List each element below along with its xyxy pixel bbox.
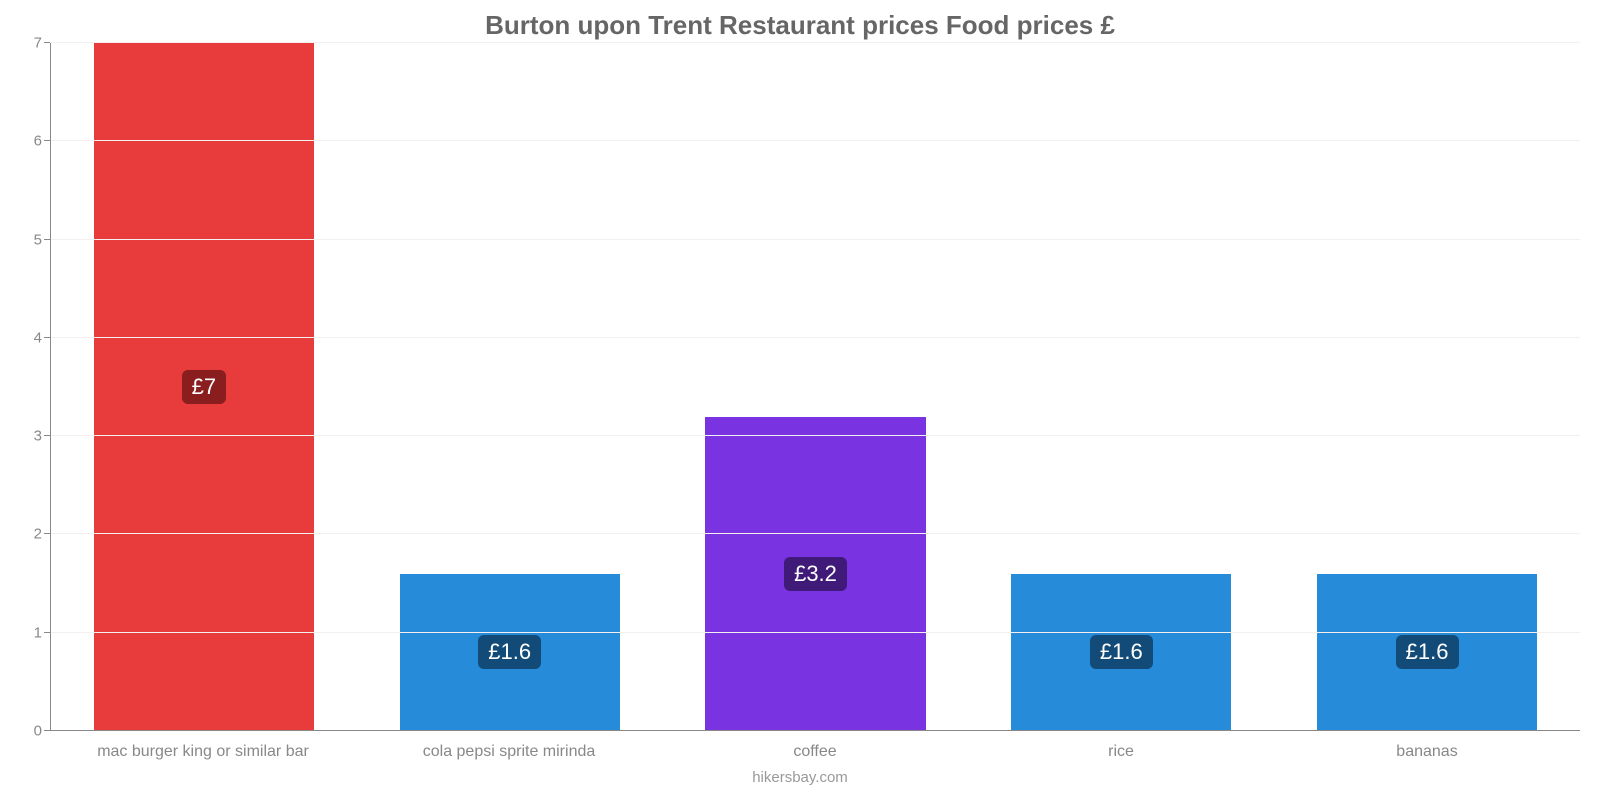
y-tick-label: 1 [34, 624, 42, 641]
bar: £1.6 [1011, 574, 1231, 731]
plot-area: £7 £1.6 £3.2 £1.6 £1.6 [50, 43, 1580, 731]
y-tick-label: 3 [34, 428, 42, 445]
y-tick-label: 0 [34, 723, 42, 740]
y-tick-label: 6 [34, 133, 42, 150]
y-tick-label: 7 [34, 35, 42, 52]
bar-slot: £1.6 [968, 43, 1274, 731]
bar-slot: £7 [51, 43, 357, 731]
y-axis: 01234567 [10, 43, 50, 731]
y-tick-label: 5 [34, 231, 42, 248]
x-label: cola pepsi sprite mirinda [356, 743, 662, 761]
bar: £3.2 [705, 417, 925, 732]
grid-line [51, 239, 1580, 240]
x-label: rice [968, 743, 1274, 761]
grid-line [51, 435, 1580, 436]
x-baseline [51, 730, 1580, 731]
value-badge: £3.2 [784, 557, 847, 591]
value-badge: £7 [182, 370, 226, 404]
bar: £1.6 [400, 574, 620, 731]
bar: £1.6 [1317, 574, 1537, 731]
chart-title: Burton upon Trent Restaurant prices Food… [0, 0, 1600, 43]
grid-line [51, 42, 1580, 43]
x-axis: mac burger king or similar barcola pepsi… [0, 731, 1600, 761]
grid-line [51, 140, 1580, 141]
grid-line [51, 533, 1580, 534]
plot-row: 01234567 £7£1.6£3.2£1.6£1.6 [0, 43, 1600, 731]
value-badge: £1.6 [1090, 635, 1153, 669]
bar: £7 [94, 43, 314, 731]
bar-slot: £1.6 [1274, 43, 1580, 731]
x-label: bananas [1274, 743, 1580, 761]
bar-slot: £3.2 [663, 43, 969, 731]
x-label: mac burger king or similar bar [50, 743, 356, 761]
grid-line [51, 632, 1580, 633]
bars-container: £7 £1.6 £3.2 £1.6 £1.6 [51, 43, 1580, 731]
value-badge: £1.6 [478, 635, 541, 669]
y-tick-label: 2 [34, 526, 42, 543]
bar-slot: £1.6 [357, 43, 663, 731]
x-label: coffee [662, 743, 968, 761]
value-badge: £1.6 [1396, 635, 1459, 669]
y-tick-label: 4 [34, 329, 42, 346]
price-bar-chart: Burton upon Trent Restaurant prices Food… [0, 0, 1600, 800]
chart-footer: hikersbay.com [0, 761, 1600, 800]
grid-line [51, 337, 1580, 338]
